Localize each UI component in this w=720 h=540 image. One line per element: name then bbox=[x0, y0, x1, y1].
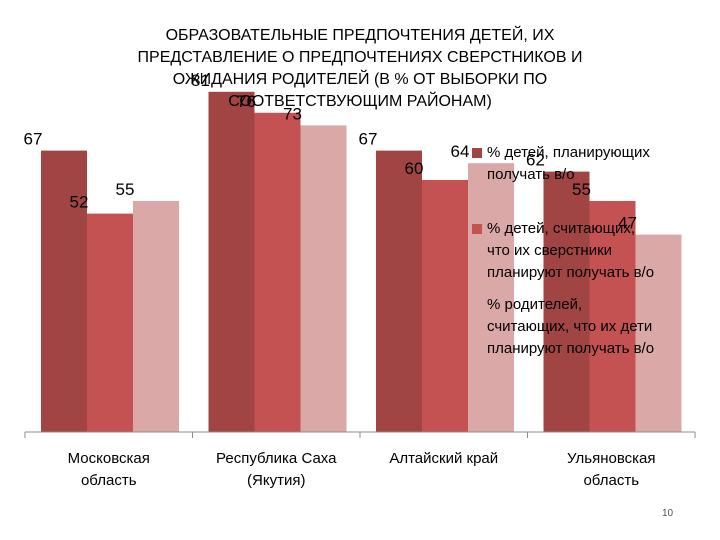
data-label-s2-c3: 47 bbox=[618, 214, 637, 233]
category-label-0: Московская область bbox=[68, 450, 150, 489]
data-label-s0-c2: 67 bbox=[359, 130, 378, 149]
legend-entry-2: % родителей, считающих, что их дети планир… bbox=[487, 296, 654, 357]
bar-s0-c1 bbox=[208, 91, 255, 433]
bar-s1-c0 bbox=[87, 213, 133, 432]
bars-layer bbox=[41, 91, 682, 433]
data-label-s2-c0: 55 bbox=[116, 180, 135, 199]
data-labels: 67 81 67 62 52 76 60 55 55 73 64 47 bbox=[24, 71, 637, 233]
legend-swatch-1 bbox=[472, 224, 482, 234]
bar-s1-c1 bbox=[254, 112, 301, 433]
chart-title: ОБРАЗОВАТЕЛЬНЫЕ ПРЕДПОЧТЕНИЯ ДЕТЕЙ, ИХ ПР… bbox=[138, 25, 583, 110]
chart-title-text: ОБРАЗОВАТЕЛЬНЫЕ ПРЕДПОЧТЕНИЯ ДЕТЕЙ, ИХ ПР… bbox=[138, 25, 583, 110]
bar-s1-c2 bbox=[422, 180, 468, 432]
data-label-s0-c0: 67 bbox=[24, 130, 43, 149]
data-label-s1-c0: 52 bbox=[70, 193, 89, 212]
bar-s1-c3 bbox=[589, 201, 636, 432]
category-label-3: Ульяновская область bbox=[567, 450, 656, 489]
bar-s2-c1 bbox=[300, 125, 347, 433]
bar-s2-c3 bbox=[635, 234, 682, 432]
x-axis bbox=[24, 431, 696, 438]
data-label-s2-c2: 64 bbox=[451, 142, 470, 161]
legend: % детей, планирующих получать в/о % детей,… bbox=[472, 144, 654, 357]
page-number: 10 bbox=[662, 508, 674, 519]
bar-s2-c2 bbox=[468, 163, 514, 432]
category-label-1: Республика Саха (Якутия) bbox=[216, 450, 337, 489]
data-label-s1-c3: 55 bbox=[572, 180, 591, 199]
legend-swatch-2 bbox=[472, 300, 482, 310]
bar-s0-c0 bbox=[41, 150, 87, 432]
category-labels: Московская область Республика Саха (Якутия)… bbox=[68, 450, 656, 489]
data-label-s1-c1: 76 bbox=[237, 92, 256, 111]
data-label-s0-c1: 81 bbox=[191, 71, 210, 90]
legend-swatch-0 bbox=[472, 148, 482, 158]
data-label-s1-c2: 60 bbox=[405, 159, 424, 178]
data-label-s0-c3: 62 bbox=[526, 151, 545, 170]
category-label-2: Алтайский край bbox=[389, 450, 498, 467]
bar-s0-c2 bbox=[376, 150, 422, 432]
legend-entry-0: % детей, планирующих получать в/о bbox=[487, 144, 650, 183]
bar-s0-c3 bbox=[543, 171, 590, 432]
bar-s2-c0 bbox=[133, 201, 179, 432]
legend-entry-1: % детей, считающих, что их сверстники план… bbox=[487, 220, 654, 281]
data-label-s2-c1: 73 bbox=[283, 104, 302, 123]
